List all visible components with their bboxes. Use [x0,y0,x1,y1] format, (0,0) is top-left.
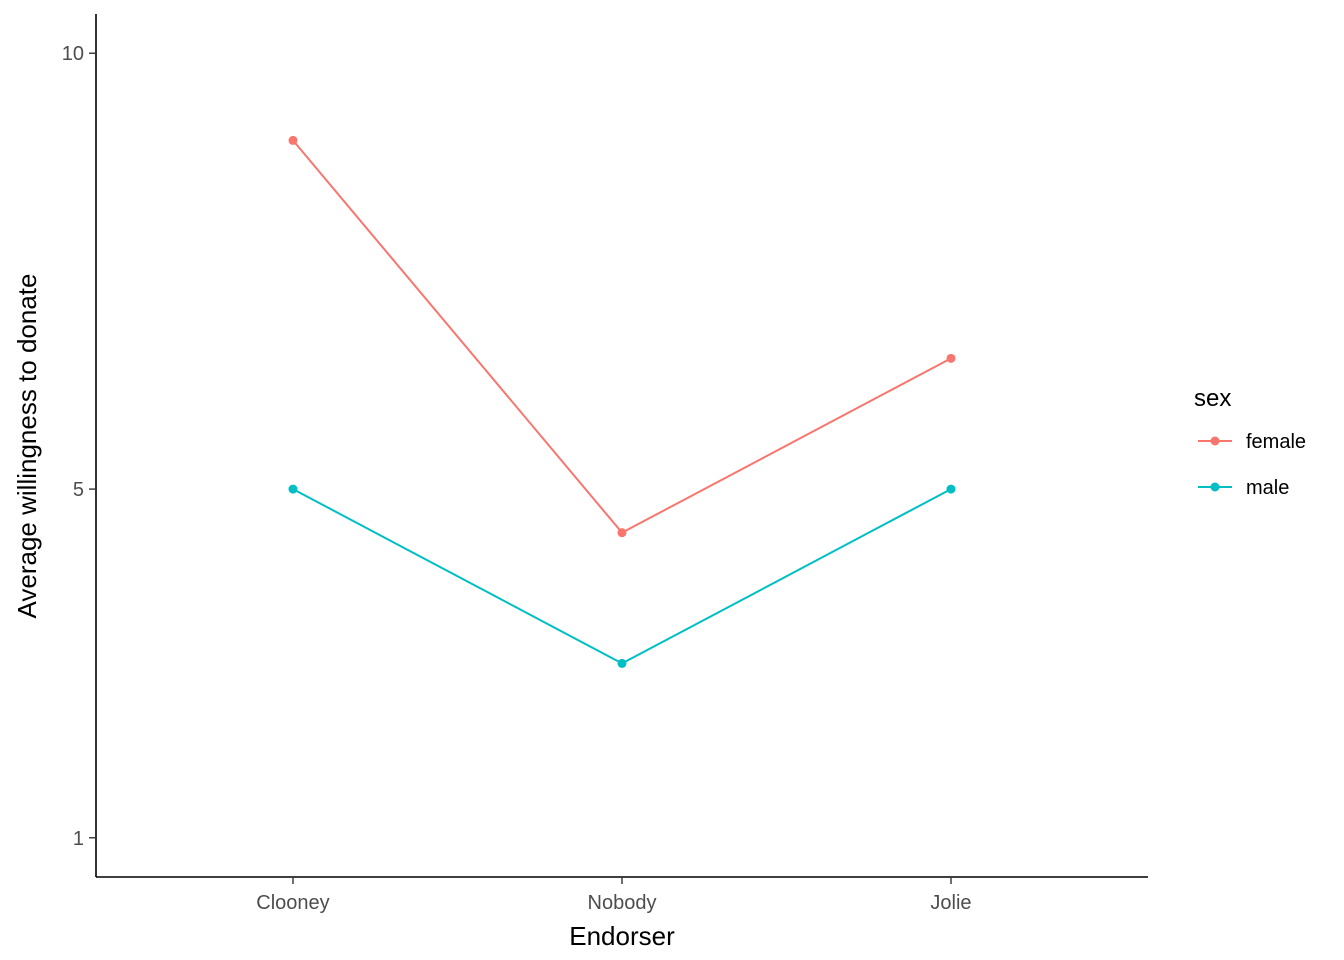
x-ticks: Clooney Nobody Jolie [256,877,972,914]
data-point-male [617,658,627,668]
y-tick-label: 5 [73,479,84,501]
series-line-male [292,488,952,665]
y-tick-label: 10 [62,43,84,65]
legend-items: female male [1198,431,1306,499]
legend-label: male [1246,477,1289,499]
data-point-male [288,484,298,494]
legend-key-point [1210,482,1220,492]
x-tick-label: Jolie [930,892,971,914]
y-axis-title: Average willingness to donate [12,274,42,619]
legend-item-female: female [1198,431,1306,453]
x-tick-label: Nobody [588,892,657,914]
legend-item-male: male [1198,477,1289,499]
series-layer [288,135,956,668]
axes [95,14,1148,878]
data-point-female [617,528,627,538]
x-axis-title: Endorser [569,921,675,951]
legend-key-point [1210,436,1220,446]
data-point-female [946,353,956,363]
data-point-female [288,135,298,145]
y-tick-label: 1 [73,828,84,850]
data-point-male [946,484,956,494]
x-tick-label: Clooney [256,892,329,914]
series-line-female [292,139,952,534]
legend-title: sex [1194,385,1231,412]
legend-label: female [1246,431,1306,453]
legend: sex female male [1194,385,1306,499]
